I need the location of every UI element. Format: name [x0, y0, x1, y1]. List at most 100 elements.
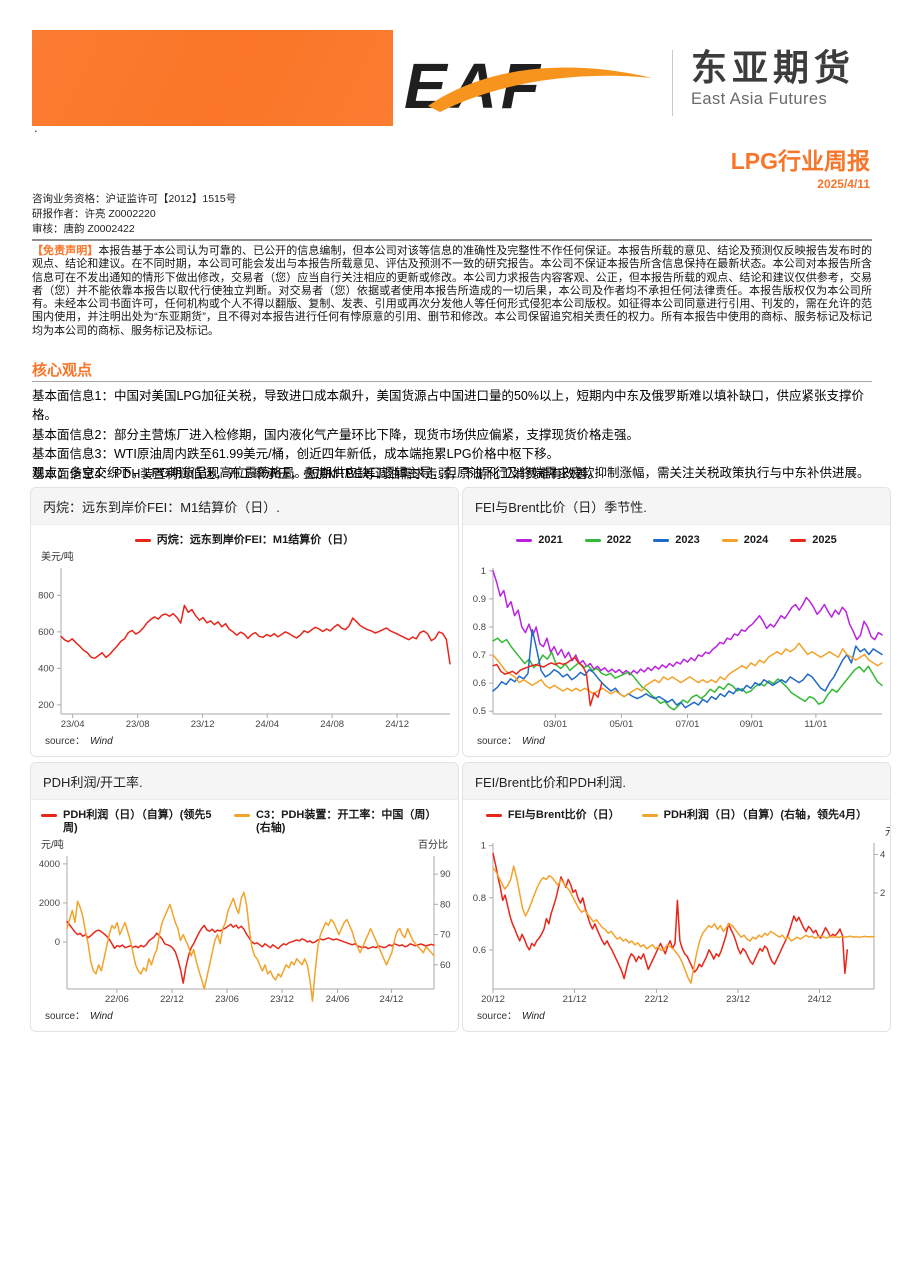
svg-text:60: 60 — [440, 960, 451, 971]
right-axis-unit: 元 — [885, 823, 890, 838]
legend-item: 2024 — [721, 534, 769, 547]
svg-text:4000: 4000 — [39, 859, 60, 870]
chart-canvas: 200 400 600 800 23/04 23/08 23/12 24/04 24/08 24/… — [31, 562, 458, 732]
svg-text:09/01: 09/01 — [740, 719, 764, 730]
svg-text:600: 600 — [38, 627, 54, 638]
svg-text:22/12: 22/12 — [160, 994, 184, 1005]
core-heading: 核心观点 — [32, 362, 93, 379]
chart-grid: 丙烷：远东到岸价FEI：M1结算价（日）. 丙烷：远东到岸价FEI：M1结算价（… — [30, 487, 891, 1032]
source-label: source： — [477, 1011, 518, 1022]
disclaimer-label: 【免责声明】 — [32, 245, 99, 257]
disclaimer-text: 本报告基于本公司认为可靠的、已公开的信息编制，但本公司对该等信息的准确性及完整性… — [32, 245, 873, 337]
brand-name-en: East Asia Futures — [691, 90, 828, 108]
legend-item: 丙烷：远东到岸价FEI：M1结算价（日） — [134, 534, 355, 547]
svg-text:24/08: 24/08 — [320, 719, 344, 730]
chart-canvas: 0.6 0.8 1 20/12 21/12 22/12 23/12 24/12 2 4 — [463, 837, 890, 1007]
chart-title: FEI与Brent比价（日）季节性. — [463, 488, 890, 525]
disclaimer: 【免责声明】本报告基于本公司认为可靠的、已公开的信息编制，但本公司对该等信息的准… — [32, 245, 872, 338]
core-point: 基本面信息2：部分主营炼厂进入检修期，国内液化气产量环比下降，现货市场供应偏紧，… — [32, 427, 639, 442]
svg-text:24/12: 24/12 — [808, 994, 832, 1005]
svg-text:400: 400 — [38, 663, 54, 674]
svg-text:80: 80 — [440, 899, 451, 910]
core-point: 基本面信息4：PDH装置利润低迷，开工率承压，叠加MTBE等调油需求走弱，下游化… — [32, 466, 601, 481]
legend-label: 2024 — [743, 534, 769, 546]
svg-text:23/06: 23/06 — [215, 994, 239, 1005]
legend-marker — [584, 539, 601, 542]
chart-panel-fei-brent-seasonal: FEI与Brent比价（日）季节性. 2021 2022 2023 2024 2025 … — [462, 487, 891, 757]
chart-legend: 丙烷：远东到岸价FEI：M1结算价（日） — [31, 525, 458, 547]
report-title: LPG行业周报 — [730, 148, 870, 174]
legend-marker — [516, 539, 533, 542]
legend-label: PDH利润（日）（自算）(右轴，领先4月） — [663, 809, 868, 821]
report-date: 2025/4/11 — [817, 177, 870, 191]
core-point: 基本面信息1：中国对美国LPG加征关税，导致进口成本飙升，美国货源占中国进口量的… — [32, 389, 864, 423]
source-value: Wind — [522, 1011, 545, 1022]
chart-panel-fei-m1: 丙烷：远东到岸价FEI：M1结算价（日）. 丙烷：远东到岸价FEI：M1结算价（… — [30, 487, 459, 757]
chart-body: 2021 2022 2023 2024 2025 0.5 0.6 0.7 0.8 0.9 1 03/… — [463, 525, 890, 756]
svg-text:07/01: 07/01 — [676, 719, 700, 730]
svg-text:22/06: 22/06 — [105, 994, 129, 1005]
chart-title: 丙烷：远东到岸价FEI：M1结算价（日）. — [31, 488, 458, 525]
legend-item: C3：PDH装置：开工率：中国（周）(右轴) — [234, 809, 448, 835]
legend-item: FEI与Brent比价（日） — [485, 809, 620, 822]
legend-label: 2022 — [606, 534, 632, 546]
legend-marker — [790, 539, 807, 542]
svg-text:0.6: 0.6 — [473, 945, 486, 956]
legend-marker — [41, 814, 57, 817]
source-value: Wind — [90, 736, 113, 747]
svg-text:0.6: 0.6 — [473, 678, 486, 689]
source-value: Wind — [90, 1011, 113, 1022]
core-points: 基本面信息1：中国对美国LPG加征关税，导致进口成本飙升，美国货源占中国进口量的… — [32, 387, 872, 484]
legend-label: FEI与Brent比价（日） — [507, 809, 620, 821]
svg-text:0.5: 0.5 — [473, 706, 486, 717]
legend-item: 2025 — [790, 534, 837, 547]
chart-source: source： Wind — [31, 732, 458, 756]
legend-label: 2023 — [675, 534, 700, 546]
svg-text:90: 90 — [440, 869, 451, 880]
chart-legend: 2021 2022 2023 2024 2025 — [463, 525, 890, 547]
credential-line: 咨询业务资格：沪证监许可【2012】1515号 — [32, 193, 237, 205]
svg-text:2: 2 — [880, 888, 885, 899]
svg-text:0.8: 0.8 — [473, 622, 486, 633]
chart-canvas: 0.5 0.6 0.7 0.8 0.9 1 03/01 05/01 07/01 09/01 11/0… — [463, 562, 890, 732]
legend-marker — [234, 814, 251, 817]
credentials-block: 咨询业务资格：沪证监许可【2012】1515号 研报作者：许亮 Z0002220… — [32, 192, 236, 237]
legend-marker — [134, 539, 151, 542]
legend-marker — [485, 814, 502, 817]
svg-text:0: 0 — [55, 937, 60, 948]
brand-block: 东亚期货 East Asia Futures — [691, 48, 886, 109]
legend-item: 2022 — [584, 534, 632, 547]
svg-text:23/12: 23/12 — [191, 719, 215, 730]
eaf-logo: EAF — [400, 44, 658, 126]
svg-text:4: 4 — [880, 850, 885, 861]
chart-source: source： Wind — [463, 1007, 890, 1031]
divider-rule — [32, 381, 872, 382]
eaf-logo-swoosh — [428, 67, 652, 112]
svg-text:11/01: 11/01 — [804, 719, 827, 730]
svg-text:24/06: 24/06 — [326, 994, 350, 1005]
left-axis-unit: 元/吨 — [41, 840, 64, 851]
stray-dot: . — [34, 120, 38, 135]
chart-panel-pdh-margin-runrate: PDH利润/开工率. PDH利润（日）（自算）(领先5周) C3：PDH装置：开工… — [30, 762, 459, 1032]
svg-text:200: 200 — [38, 700, 54, 711]
chart-legend: PDH利润（日）（自算）(领先5周) C3：PDH装置：开工率：中国（周）(右轴) — [31, 800, 458, 835]
svg-text:20/12: 20/12 — [481, 994, 505, 1005]
chart-body: FEI与Brent比价（日） PDH利润（日）（自算）(右轴，领先4月） 元 0.… — [463, 800, 890, 1031]
svg-text:24/04: 24/04 — [255, 719, 279, 730]
legend-item: PDH利润（日）（自算）(领先5周) — [41, 809, 212, 835]
chart-units: 元/吨 百分比 — [31, 836, 458, 851]
legend-label: 2025 — [812, 534, 837, 546]
legend-label: 2021 — [538, 534, 563, 546]
legend-label: PDH利润（日）（自算）(领先5周) — [63, 809, 212, 834]
legend-label: 丙烷：远东到岸价FEI：M1结算价（日） — [156, 534, 355, 546]
svg-text:21/12: 21/12 — [563, 994, 587, 1005]
chart-title: PDH利润/开工率. — [31, 763, 458, 800]
svg-text:22/12: 22/12 — [645, 994, 669, 1005]
svg-text:24/12: 24/12 — [385, 719, 409, 730]
chart-body: 丙烷：远东到岸价FEI：M1结算价（日） 美元/吨 200 400 600 800 23… — [31, 525, 458, 756]
chart-units: 美元/吨 — [31, 548, 458, 563]
source-label: source： — [477, 736, 518, 747]
legend-item: 2021 — [516, 534, 563, 547]
title-block: LPG行业周报 2025/4/11 — [731, 148, 870, 191]
